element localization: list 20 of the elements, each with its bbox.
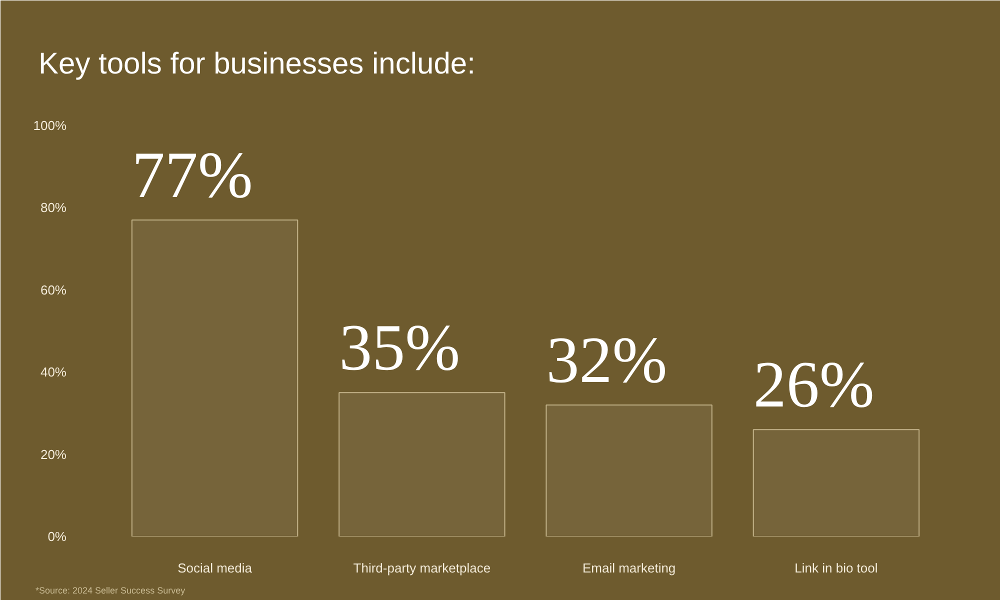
- data-label: 26%: [753, 348, 874, 422]
- text: *Source: 2024 Seller Success Survey: [36, 586, 186, 596]
- data-label: 77%: [132, 139, 253, 212]
- y-tick-label: 40%: [40, 364, 67, 380]
- y-tick-label: 80%: [40, 200, 67, 216]
- x-tick-label: Third-party marketplace: [353, 560, 491, 576]
- y-tick-label: 20%: [40, 446, 67, 462]
- x-tick-label: Link in bio tool: [794, 560, 878, 576]
- bar: [752, 429, 920, 536]
- data-label: 32%: [546, 324, 668, 397]
- chart-title: Key tools for businesses include:: [38, 48, 476, 80]
- bar: [546, 404, 712, 536]
- data-label: 35%: [339, 312, 460, 385]
- y-tick-label: 0%: [48, 529, 67, 544]
- y-tick-label: 60%: [40, 282, 67, 298]
- x-tick-label: Email marketing: [582, 560, 676, 576]
- x-tick-label: Social media: [178, 560, 253, 576]
- y-tick-label: 100%: [33, 118, 67, 133]
- bar: [131, 220, 298, 536]
- bar: [338, 392, 506, 536]
